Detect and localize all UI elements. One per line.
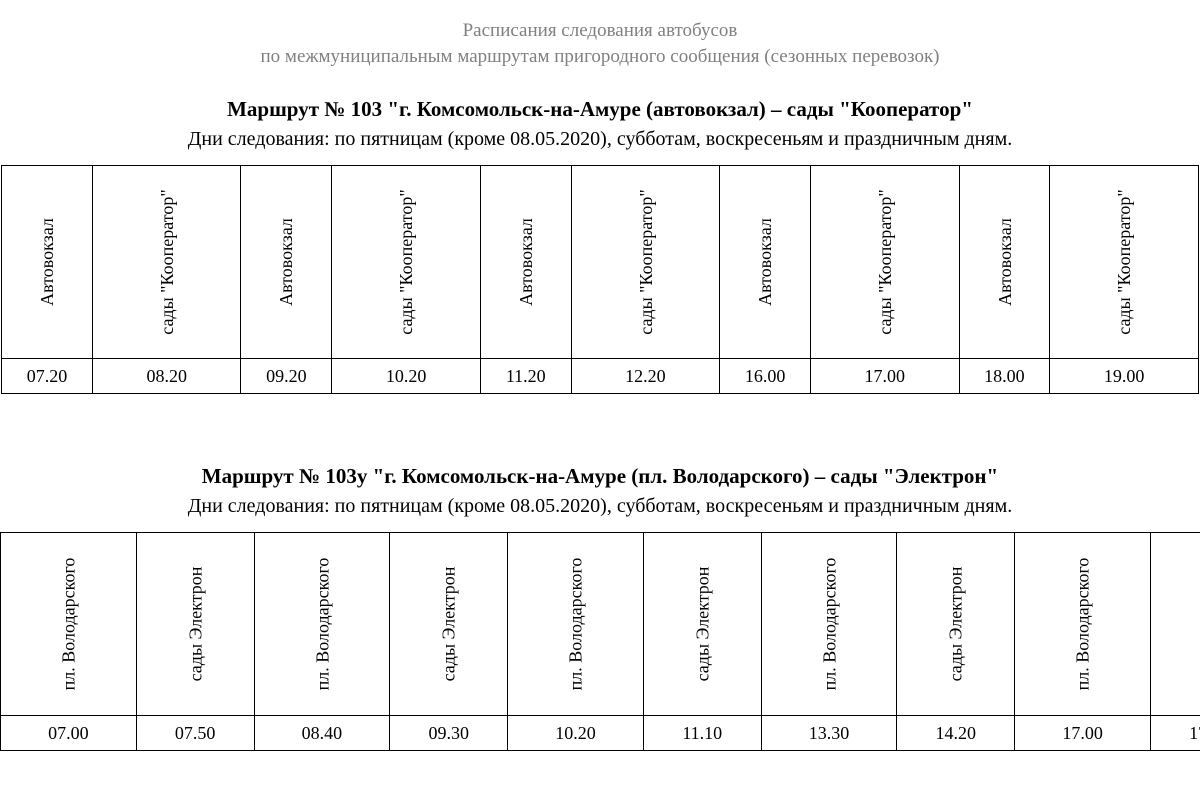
route-103u-times-row: 07.00 07.50 08.40 09.30 10.20 11.10 13.3… xyxy=(1,716,1200,751)
route-103-col-9-label: сады "Кооператор" xyxy=(1115,189,1133,335)
route-103u-col-0: пл. Володарского xyxy=(1,533,137,716)
route-103u-header-row: пл. Володарского сады Электрон пл. Волод… xyxy=(1,533,1200,716)
route-103-time-7: 17.00 xyxy=(810,359,959,394)
route-103-time-1: 08.20 xyxy=(92,359,241,394)
route-103-col-8: Автовокзал xyxy=(959,166,1050,359)
route-103u-days: Дни следования: по пятницам (кроме 08.05… xyxy=(0,495,1200,518)
route-103-col-0-label: Автовокзал xyxy=(38,218,56,306)
route-103-col-6-label: Автовокзал xyxy=(756,218,774,306)
route-103u-time-0: 07.00 xyxy=(1,716,137,751)
route-103u-col-8-label: пл. Володарского xyxy=(1074,557,1092,690)
route-103u-col-7: сады Электрон xyxy=(897,533,1015,716)
route-103u-col-0-label: пл. Володарского xyxy=(59,557,77,690)
route-103-block: Маршрут № 103 "г. Комсомольск-на-Амуре (… xyxy=(0,97,1200,394)
route-103u-time-8: 17.00 xyxy=(1015,716,1151,751)
route-103-time-6: 16.00 xyxy=(720,359,811,394)
route-103u-col-7-label: сады Электрон xyxy=(947,566,965,681)
route-103u-block: Маршрут № 103у "г. Комсомольск-на-Амуре … xyxy=(0,464,1200,751)
route-103-col-5-label: сады "Кооператор" xyxy=(636,189,654,335)
route-103-time-8: 18.00 xyxy=(959,359,1050,394)
route-103u-time-5: 11.10 xyxy=(643,716,761,751)
route-103-col-1: сады "Кооператор" xyxy=(92,166,241,359)
section-gap xyxy=(0,394,1200,464)
route-103-col-5: сады "Кооператор" xyxy=(571,166,720,359)
route-103-col-7: сады "Кооператор" xyxy=(810,166,959,359)
route-103u-time-6: 13.30 xyxy=(761,716,897,751)
route-103u-title: Маршрут № 103у "г. Комсомольск-на-Амуре … xyxy=(0,464,1200,489)
route-103-col-9: сады "Кооператор" xyxy=(1050,166,1199,359)
route-103-time-9: 19.00 xyxy=(1050,359,1199,394)
document-title: Расписания следования автобусов по межму… xyxy=(0,18,1200,69)
route-103-col-2: Автовокзал xyxy=(241,166,332,359)
route-103u-time-3: 09.30 xyxy=(390,716,508,751)
route-103u-col-1: сады Электрон xyxy=(136,533,254,716)
route-103-col-3: сады "Кооператор" xyxy=(332,166,481,359)
route-103u-col-1-label: сады Электрон xyxy=(186,566,204,681)
route-103u-col-6-label: пл. Володарского xyxy=(820,557,838,690)
route-103-col-2-label: Автовокзал xyxy=(277,218,295,306)
route-103-col-3-label: сады "Кооператор" xyxy=(397,189,415,335)
document-title-line1: Расписания следования автобусов xyxy=(463,20,738,41)
route-103-days: Дни следования: по пятницам (кроме 08.05… xyxy=(0,128,1200,151)
route-103-table: Автовокзал сады "Кооператор" Автовокзал … xyxy=(1,165,1199,394)
route-103-times-row: 07.20 08.20 09.20 10.20 11.20 12.20 16.0… xyxy=(2,359,1199,394)
route-103-col-7-label: сады "Кооператор" xyxy=(876,189,894,335)
route-103u-col-9: сады Электрон xyxy=(1150,533,1200,716)
route-103u-col-8: пл. Володарского xyxy=(1015,533,1151,716)
route-103u-col-6: пл. Володарского xyxy=(761,533,897,716)
route-103u-col-4: пл. Володарского xyxy=(508,533,644,716)
route-103u-col-4-label: пл. Володарского xyxy=(566,557,584,690)
route-103-time-3: 10.20 xyxy=(332,359,481,394)
route-103-time-0: 07.20 xyxy=(2,359,93,394)
route-103u-col-2: пл. Володарского xyxy=(254,533,390,716)
route-103-col-1-label: сады "Кооператор" xyxy=(158,189,176,335)
route-103-col-4: Автовокзал xyxy=(480,166,571,359)
route-103-col-4-label: Автовокзал xyxy=(517,218,535,306)
route-103-header-row: Автовокзал сады "Кооператор" Автовокзал … xyxy=(2,166,1199,359)
route-103-time-2: 09.20 xyxy=(241,359,332,394)
route-103u-time-4: 10.20 xyxy=(508,716,644,751)
route-103u-col-5: сады Электрон xyxy=(643,533,761,716)
route-103-time-4: 11.20 xyxy=(480,359,571,394)
route-103u-time-7: 14.20 xyxy=(897,716,1015,751)
route-103u-table: пл. Володарского сады Электрон пл. Волод… xyxy=(0,532,1200,751)
route-103-time-5: 12.20 xyxy=(571,359,720,394)
route-103-col-0: Автовокзал xyxy=(2,166,93,359)
page: Расписания следования автобусов по межму… xyxy=(0,0,1200,810)
route-103-title: Маршрут № 103 "г. Комсомольск-на-Амуре (… xyxy=(0,97,1200,122)
route-103u-col-3: сады Электрон xyxy=(390,533,508,716)
route-103u-time-2: 08.40 xyxy=(254,716,390,751)
route-103u-time-9: 17.50 xyxy=(1150,716,1200,751)
route-103-col-8-label: Автовокзал xyxy=(995,218,1013,306)
route-103u-col-3-label: сады Электрон xyxy=(440,566,458,681)
route-103u-col-5-label: сады Электрон xyxy=(693,566,711,681)
document-title-line2: по межмуниципальным маршрутам пригородно… xyxy=(261,46,940,67)
route-103u-col-2-label: пл. Володарского xyxy=(313,557,331,690)
route-103u-time-1: 07.50 xyxy=(136,716,254,751)
route-103-col-6: Автовокзал xyxy=(720,166,811,359)
